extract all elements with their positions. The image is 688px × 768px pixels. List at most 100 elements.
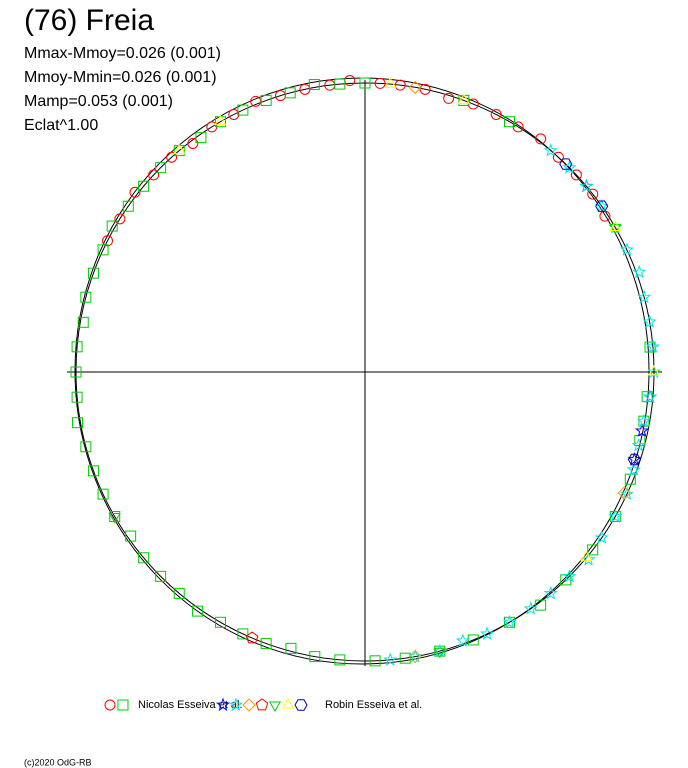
data-point (187, 138, 199, 150)
data-point (609, 224, 622, 235)
data-point (155, 570, 167, 582)
data-point (228, 108, 240, 120)
data-point (284, 87, 296, 99)
data-point (122, 200, 134, 212)
data-point (260, 94, 272, 106)
data-point (443, 92, 455, 104)
legend-marker (294, 699, 308, 711)
data-point (634, 435, 646, 447)
data-point (106, 220, 118, 232)
data-point (383, 652, 398, 666)
legend-label: Robin Esseiva et al. (325, 699, 422, 711)
data-point (647, 365, 661, 376)
data-point (359, 77, 371, 89)
data-point (467, 98, 479, 110)
data-point (480, 626, 495, 641)
data-point (166, 151, 178, 163)
data-point (559, 158, 573, 170)
data-point (80, 441, 92, 453)
data-point (87, 465, 99, 477)
data-point (467, 634, 479, 646)
data-point (619, 242, 634, 256)
data-point (308, 79, 320, 91)
data-point (129, 186, 141, 198)
data-point (374, 77, 386, 89)
data-point (594, 530, 609, 544)
data-point (627, 453, 641, 466)
data-point (97, 244, 109, 256)
data-point (101, 235, 113, 247)
legend-marker (268, 701, 282, 712)
data-point (138, 552, 150, 564)
data-point (642, 314, 657, 328)
data-point (245, 631, 259, 644)
data-point (408, 649, 422, 664)
data-point (237, 628, 249, 640)
data-point (627, 452, 642, 466)
data-point (87, 267, 99, 279)
data-point (369, 655, 381, 667)
data-point (502, 614, 517, 629)
legend-marker (104, 699, 116, 711)
data-point (433, 647, 446, 659)
data-point (195, 132, 207, 144)
copyright: (c)2020 OdG-RB (24, 757, 92, 767)
data-point (455, 633, 470, 647)
data-point (97, 488, 109, 500)
data-point (394, 79, 406, 91)
data-point (562, 160, 577, 174)
data-point (587, 544, 599, 556)
data-point (535, 599, 547, 611)
legend-label: Nicolas Esseiva et al. (138, 699, 243, 711)
data-point (552, 151, 564, 163)
data-point (334, 78, 346, 90)
data-point (587, 188, 599, 200)
stat-text: Mamp=0.053 (0.001) (24, 93, 173, 110)
legend-marker (242, 698, 256, 712)
data-point (570, 169, 582, 181)
data-point (609, 220, 622, 231)
data-point (523, 601, 538, 615)
legend-marker (281, 698, 295, 709)
stat-text: Mmoy-Mmin=0.026 (0.001) (24, 69, 217, 86)
legend-marker (215, 697, 231, 712)
data-point (334, 654, 346, 666)
data-point (636, 413, 651, 428)
data-point (408, 80, 422, 95)
legend-marker (117, 699, 129, 711)
data-point (637, 289, 652, 304)
data-point (309, 651, 321, 663)
data-point (631, 437, 646, 452)
data-point (148, 169, 160, 181)
data-point (138, 180, 150, 192)
data-point (644, 341, 656, 353)
data-point (490, 108, 502, 120)
data-point (617, 486, 632, 500)
data-point (215, 616, 226, 628)
stat-text: Eclat^1.00 (24, 117, 98, 134)
data-point (114, 213, 126, 225)
data-point (504, 116, 515, 128)
legend-marker (228, 697, 244, 712)
data-point (173, 143, 186, 155)
data-point (155, 162, 167, 174)
data-point (77, 316, 89, 328)
data-point (72, 417, 84, 429)
data-point (580, 550, 593, 562)
data-point (543, 143, 558, 157)
data-point (535, 133, 547, 145)
data-point (71, 341, 83, 353)
data-point (285, 642, 297, 654)
data-point (419, 83, 431, 95)
data-point (579, 178, 594, 193)
stat-text: Mmax-Mmoy=0.026 (0.001) (24, 45, 221, 62)
data-point (237, 104, 249, 116)
data-point (250, 95, 262, 107)
data-point (595, 200, 609, 212)
data-point (632, 264, 647, 279)
data-point (215, 116, 226, 128)
data-point (173, 587, 185, 599)
data-point (260, 638, 272, 650)
